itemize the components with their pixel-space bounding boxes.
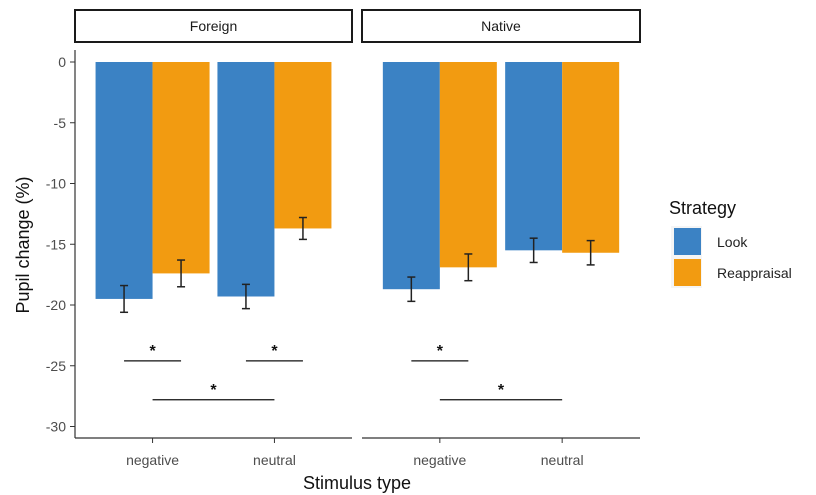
error-bar bbox=[407, 276, 416, 303]
bar-look bbox=[95, 62, 153, 299]
bar-reappraisal bbox=[562, 62, 620, 253]
significance-star: * bbox=[210, 382, 217, 399]
legend-title: Strategy bbox=[669, 198, 736, 218]
legend-item: Look bbox=[671, 226, 748, 257]
x-axis-label: Stimulus type bbox=[303, 473, 411, 493]
y-tick-label: -25 bbox=[46, 358, 66, 374]
y-tick-label: -20 bbox=[46, 297, 66, 313]
x-tick-label: neutral bbox=[541, 452, 584, 468]
y-tick-label: -15 bbox=[46, 236, 66, 252]
facet-label: Native bbox=[481, 18, 521, 34]
significance-bracket: * bbox=[411, 343, 469, 362]
bar-reappraisal bbox=[274, 62, 332, 229]
error-bar bbox=[464, 253, 473, 282]
y-tick-label: -30 bbox=[46, 419, 66, 435]
significance-star: * bbox=[437, 343, 444, 360]
significance-bracket: * bbox=[245, 343, 303, 362]
error-bar bbox=[177, 259, 186, 288]
facet-strip bbox=[361, 9, 641, 43]
y-tick-label: 0 bbox=[58, 54, 66, 70]
facet-panel: negative neutral * * * bbox=[75, 62, 352, 468]
significance-star: * bbox=[149, 343, 156, 360]
y-tick-label: -5 bbox=[54, 115, 67, 131]
error-bar bbox=[298, 216, 307, 241]
bar-reappraisal bbox=[439, 62, 497, 268]
bar-look bbox=[382, 62, 440, 290]
facet-label: Foreign bbox=[190, 18, 237, 34]
legend-key-look bbox=[674, 228, 701, 255]
error-bar bbox=[529, 237, 538, 264]
significance-bracket: * bbox=[124, 343, 182, 362]
legend-label: Look bbox=[717, 234, 748, 250]
bar-look bbox=[505, 62, 563, 251]
legend-item: Reappraisal bbox=[671, 257, 792, 288]
facet-panel: negative neutral * * bbox=[362, 62, 640, 468]
error-bar bbox=[241, 283, 250, 310]
y-tick-label: -10 bbox=[46, 176, 66, 192]
significance-bracket: * bbox=[152, 382, 275, 401]
bar-look bbox=[217, 62, 275, 297]
legend: Strategy Look Reappraisal bbox=[669, 198, 792, 288]
bar-reappraisal bbox=[152, 62, 210, 274]
error-bar bbox=[120, 284, 129, 314]
x-tick-label: negative bbox=[413, 452, 466, 468]
x-tick-label: neutral bbox=[253, 452, 296, 468]
legend-label: Reappraisal bbox=[717, 265, 792, 281]
error-bar bbox=[586, 239, 595, 266]
y-axis-label: Pupil change (%) bbox=[13, 176, 33, 313]
significance-star: * bbox=[498, 382, 505, 399]
x-tick-label: negative bbox=[126, 452, 179, 468]
significance-star: * bbox=[271, 343, 278, 360]
legend-key-reappraisal bbox=[674, 259, 701, 286]
facet-strip bbox=[74, 9, 353, 43]
significance-bracket: * bbox=[439, 382, 563, 401]
